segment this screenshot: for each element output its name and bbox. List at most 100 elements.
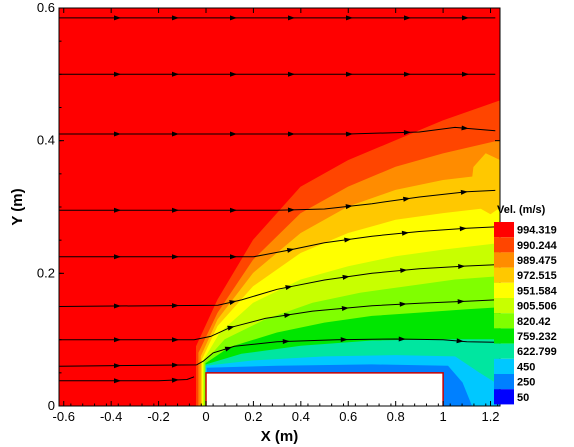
- legend-title: Vel. (m/s): [497, 204, 546, 216]
- streamline-arrow: [224, 346, 233, 352]
- legend-swatch: [494, 298, 514, 314]
- streamline-arrow: [230, 254, 237, 260]
- x-tick-label: -0.4: [100, 409, 122, 424]
- streamline-arrow: [114, 131, 121, 137]
- x-tick-label: 0: [202, 409, 209, 424]
- x-tick-label: 1.2: [481, 409, 499, 424]
- legend-label: 759.232: [517, 331, 557, 343]
- y-tick-label: 0.6: [37, 0, 55, 15]
- streamline-arrow: [227, 325, 235, 331]
- streamline-arrow: [230, 131, 237, 137]
- y-axis-title: Y (m): [9, 188, 26, 225]
- axes: -0.6 -0.4 -0.2 0 0.2 0.4 0.6 0.8 1 1.2 0 0.2 0.4 0.6: [37, 0, 500, 424]
- legend-swatch: [494, 374, 514, 390]
- streamline-arrow: [401, 230, 409, 236]
- legend-swatch: [494, 267, 514, 283]
- streamline-arrow: [288, 71, 295, 77]
- streamline-arrow: [398, 336, 406, 342]
- streamline-arrow: [172, 15, 179, 21]
- obstacle: [205, 372, 444, 406]
- streamline-7: [59, 338, 496, 367]
- x-axis-title: X (m): [261, 428, 299, 445]
- legend-label: 50: [517, 392, 529, 404]
- streamline-arrow: [345, 131, 353, 137]
- streamline-arrow: [346, 15, 353, 21]
- x-tick-label: 0.4: [292, 409, 310, 424]
- streamline-arrow: [459, 226, 467, 232]
- streamline-arrow: [114, 254, 121, 260]
- streamline-arrow: [286, 248, 295, 253]
- streamline-arrow: [458, 264, 466, 269]
- streamline-arrow: [404, 71, 411, 77]
- streamline-arrow: [285, 285, 293, 290]
- legend-label: 250: [517, 377, 535, 389]
- streamline-arrow: [403, 196, 411, 202]
- legend-swatch: [494, 343, 514, 359]
- streamline-arrow: [114, 337, 121, 343]
- streamline-arrow: [114, 207, 121, 213]
- streamline-arrow: [341, 306, 349, 311]
- contour-band-11: [470, 153, 500, 215]
- obstacle-edge: [205, 372, 444, 406]
- streamline-arrow: [404, 15, 411, 21]
- x-tick-label: 0.6: [339, 409, 357, 424]
- streamline-arrow: [114, 378, 121, 384]
- streamline-arrow: [287, 207, 295, 213]
- y-tick-label: 0: [48, 398, 55, 413]
- legend-swatch: [494, 313, 514, 329]
- streamline-arrow: [114, 363, 121, 369]
- streamline-arrow: [288, 131, 295, 137]
- x-tick-label: -0.2: [147, 409, 169, 424]
- streamline-arrow: [460, 189, 468, 195]
- y-tick-label: 0.4: [37, 133, 55, 148]
- legend-swatch: [494, 358, 514, 374]
- x-tick-label: 1: [439, 409, 446, 424]
- streamline-arrow: [172, 131, 179, 137]
- streamlines: [59, 15, 496, 384]
- streamline-arrow: [462, 71, 469, 77]
- legend-label: 905.506: [517, 301, 557, 313]
- legend-label: 994.319: [517, 225, 557, 237]
- streamline-arrow: [342, 274, 350, 280]
- legend-swatch: [494, 237, 514, 253]
- legend-swatch: [494, 222, 514, 238]
- streamline-arrow: [457, 299, 465, 305]
- legend-swatch: [494, 252, 514, 268]
- legend-swatch: [494, 282, 514, 298]
- streamline-arrow: [230, 15, 237, 21]
- legend-label: 989.475: [517, 255, 557, 267]
- streamline-arrow: [462, 15, 469, 21]
- streamline-arrow: [230, 71, 237, 77]
- streamline-arrow: [288, 15, 295, 21]
- streamline-arrow: [114, 303, 121, 309]
- streamline-arrow: [230, 207, 237, 213]
- legend-label: 972.515: [517, 270, 557, 282]
- streamline-arrow: [172, 71, 179, 77]
- x-tick-label: 0.8: [387, 409, 405, 424]
- streamline-arrow: [461, 125, 469, 131]
- streamline-arrow: [403, 130, 411, 135]
- legend-label: 820.42: [517, 316, 551, 328]
- legend-label: 951.584: [517, 285, 558, 297]
- streamline-arrow: [345, 204, 353, 210]
- plot-area: [59, 8, 500, 406]
- streamline-arrow: [400, 268, 408, 273]
- legend-label: 450: [517, 361, 535, 373]
- streamline-arrow: [172, 207, 179, 213]
- streamline-arrow: [114, 71, 121, 77]
- y-tick-label: 0.2: [37, 265, 55, 280]
- streamline-arrow: [172, 362, 179, 368]
- x-tick-label: 0.2: [244, 409, 262, 424]
- obstacle-body: [206, 372, 444, 406]
- streamline-arrow: [229, 300, 237, 305]
- legend-swatch: [494, 328, 514, 344]
- streamline-arrow: [346, 71, 353, 77]
- color-legend: Vel. (m/s) 994.319 990.244 989.475 972.515 95…: [494, 204, 558, 405]
- streamline-arrow: [456, 338, 464, 344]
- legend-swatch: [494, 389, 514, 405]
- streamline-arrow: [282, 339, 290, 344]
- streamline-arrow: [172, 254, 179, 260]
- streamline-arrow: [171, 377, 179, 383]
- x-tick-label: -0.6: [53, 409, 75, 424]
